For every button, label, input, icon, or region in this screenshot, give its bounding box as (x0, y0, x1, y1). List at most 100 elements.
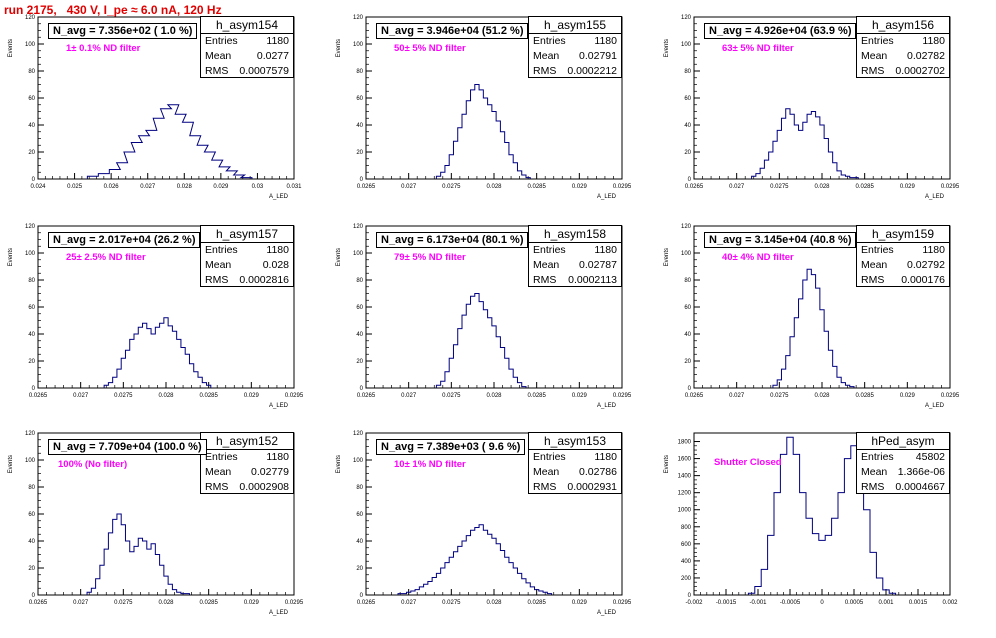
y-tick-label: 60 (356, 305, 363, 311)
y-tick-label: 0 (688, 386, 692, 392)
x-tick-label: 0.024 (30, 184, 46, 190)
histogram-panel: 0 20 40 60 80 100 120 0.0265 0.027 0.0275 0.028 0.0… (8, 431, 304, 616)
stats-value: 0.0002816 (239, 274, 289, 286)
x-tick-label: 0.0295 (941, 393, 960, 399)
y-tick-label: 20 (684, 150, 691, 156)
y-axis-label: Events (664, 455, 670, 473)
x-tick-label: 0.0295 (941, 184, 960, 190)
x-tick-label: 0.0265 (685, 393, 704, 399)
stats-box: h_asym152 Entries 1180 Mean 0.02779 RMS 0.0002… (200, 432, 294, 494)
x-tick-label: 0.029 (213, 184, 229, 190)
histogram-grid: 0 20 40 60 80 100 120 0.024 0.025 0.026 0.027 0.028… (8, 15, 960, 616)
y-tick-label: 120 (681, 224, 692, 230)
y-tick-label: 40 (356, 123, 363, 129)
x-tick-label: 0.029 (244, 393, 260, 399)
y-tick-label: 40 (28, 332, 35, 338)
histogram-line (751, 108, 859, 179)
y-tick-label: 80 (684, 69, 691, 75)
stats-key: RMS (533, 65, 557, 77)
stats-value: 1180 (594, 244, 617, 256)
x-tick-label: 0.0265 (357, 184, 376, 190)
stats-key: Mean (861, 466, 888, 478)
y-tick-label: 80 (28, 278, 35, 284)
histogram-panel: 0 20 40 60 80 100 120 0.0265 0.027 0.0275 0.028 0.0… (664, 224, 960, 409)
y-axis-label: Events (664, 248, 670, 266)
stats-value: 0.0007579 (239, 65, 289, 77)
y-tick-label: 0 (32, 177, 36, 183)
x-tick-label: 0.0285 (199, 600, 218, 606)
x-tick-label: 0.0285 (527, 184, 546, 190)
stats-row-rms: RMS 0.0007579 (201, 64, 293, 79)
x-tick-label: 0.029 (572, 393, 588, 399)
y-axis-label: Events (8, 248, 14, 266)
y-tick-label: 40 (684, 332, 691, 338)
y-tick-label: 600 (681, 542, 692, 548)
x-axis-label: A_LED (597, 403, 617, 409)
y-tick-label: 80 (684, 278, 691, 284)
x-tick-label: 0.028 (158, 600, 174, 606)
histogram-name: h_asym159 (857, 226, 949, 243)
y-tick-label: 100 (25, 42, 36, 48)
stats-key: Entries (205, 35, 238, 47)
x-tick-label: 0.0275 (442, 393, 461, 399)
stats-row-entries: Entries 1180 (857, 243, 949, 258)
y-tick-label: 800 (681, 525, 692, 531)
y-tick-label: 120 (353, 431, 364, 437)
stats-box: hPed_asym Entries 45802 Mean 1.366e-06 RMS 0.0… (856, 432, 950, 494)
filter-label: 40± 4% ND filter (722, 252, 794, 263)
histogram-panel: 0 20 40 60 80 100 120 0.0265 0.027 0.0275 0.028 0.0… (664, 15, 960, 200)
stats-row-rms: RMS 0.0002931 (529, 480, 621, 495)
histogram-name: h_asym154 (201, 17, 293, 34)
x-tick-label: -0.0015 (716, 600, 737, 606)
x-tick-label: 0.029 (900, 184, 916, 190)
filter-label: 10± 1% ND filter (394, 459, 466, 470)
y-tick-label: 120 (25, 15, 36, 21)
x-tick-label: 0.026 (104, 184, 120, 190)
y-tick-label: 60 (28, 512, 35, 518)
x-tick-label: 0.0265 (29, 600, 48, 606)
x-tick-label: 0.028 (486, 184, 502, 190)
stats-value: 0.02787 (579, 259, 617, 271)
x-tick-label: 0.028 (177, 184, 193, 190)
x-tick-label: 0.027 (729, 393, 745, 399)
x-tick-label: 0.0285 (855, 393, 874, 399)
histogram-line (86, 104, 253, 179)
x-tick-label: 0.031 (286, 184, 302, 190)
navg-header: N_avg = 7.389e+03 ( 9.6 %) (376, 439, 526, 455)
y-axis-label: Events (8, 455, 14, 473)
stats-key: RMS (861, 481, 885, 493)
navg-header: N_avg = 7.356e+02 ( 1.0 %) (48, 23, 198, 39)
histogram-line (103, 317, 212, 388)
stats-key: RMS (205, 65, 229, 77)
x-tick-label: -0.001 (749, 600, 767, 606)
x-tick-label: 0.001 (878, 600, 894, 606)
histogram-line (397, 524, 553, 595)
y-tick-label: 80 (356, 69, 363, 75)
stats-value: 1180 (266, 451, 289, 463)
navg-header: N_avg = 3.946e+04 (51.2 %) (376, 23, 529, 39)
stats-key: RMS (533, 274, 557, 286)
stats-key: Mean (205, 466, 232, 478)
y-tick-label: 1200 (678, 491, 692, 497)
x-tick-label: 0.0285 (855, 184, 874, 190)
y-tick-label: 40 (28, 539, 35, 545)
stats-row-entries: Entries 1180 (201, 450, 293, 465)
histogram-panel: 0 20 40 60 80 100 120 0.024 0.025 0.026 0.027 0.028… (8, 15, 302, 200)
x-axis-label: A_LED (597, 610, 617, 616)
stats-box: h_asym158 Entries 1180 Mean 0.02787 RMS 0.0002… (528, 225, 622, 287)
x-axis-label: A_LED (925, 403, 945, 409)
stats-box: h_asym154 Entries 1180 Mean 0.0277 RMS 0.00075… (200, 16, 294, 78)
histogram-name: h_asym156 (857, 17, 949, 34)
x-tick-label: 0.029 (900, 393, 916, 399)
y-axis-label: Events (336, 455, 342, 473)
stats-box: h_asym153 Entries 1180 Mean 0.02786 RMS 0.0002… (528, 432, 622, 494)
stats-value: 0.000176 (901, 274, 945, 286)
filter-label: Shutter Closed (714, 457, 782, 468)
histogram-line (435, 293, 527, 388)
y-tick-label: 40 (28, 123, 35, 129)
navg-header: N_avg = 6.173e+04 (80.1 %) (376, 232, 529, 248)
stats-row-entries: Entries 1180 (857, 34, 949, 49)
histogram-name: h_asym155 (529, 17, 621, 34)
y-tick-label: 120 (353, 224, 364, 230)
x-tick-label: 0.029 (244, 600, 260, 606)
